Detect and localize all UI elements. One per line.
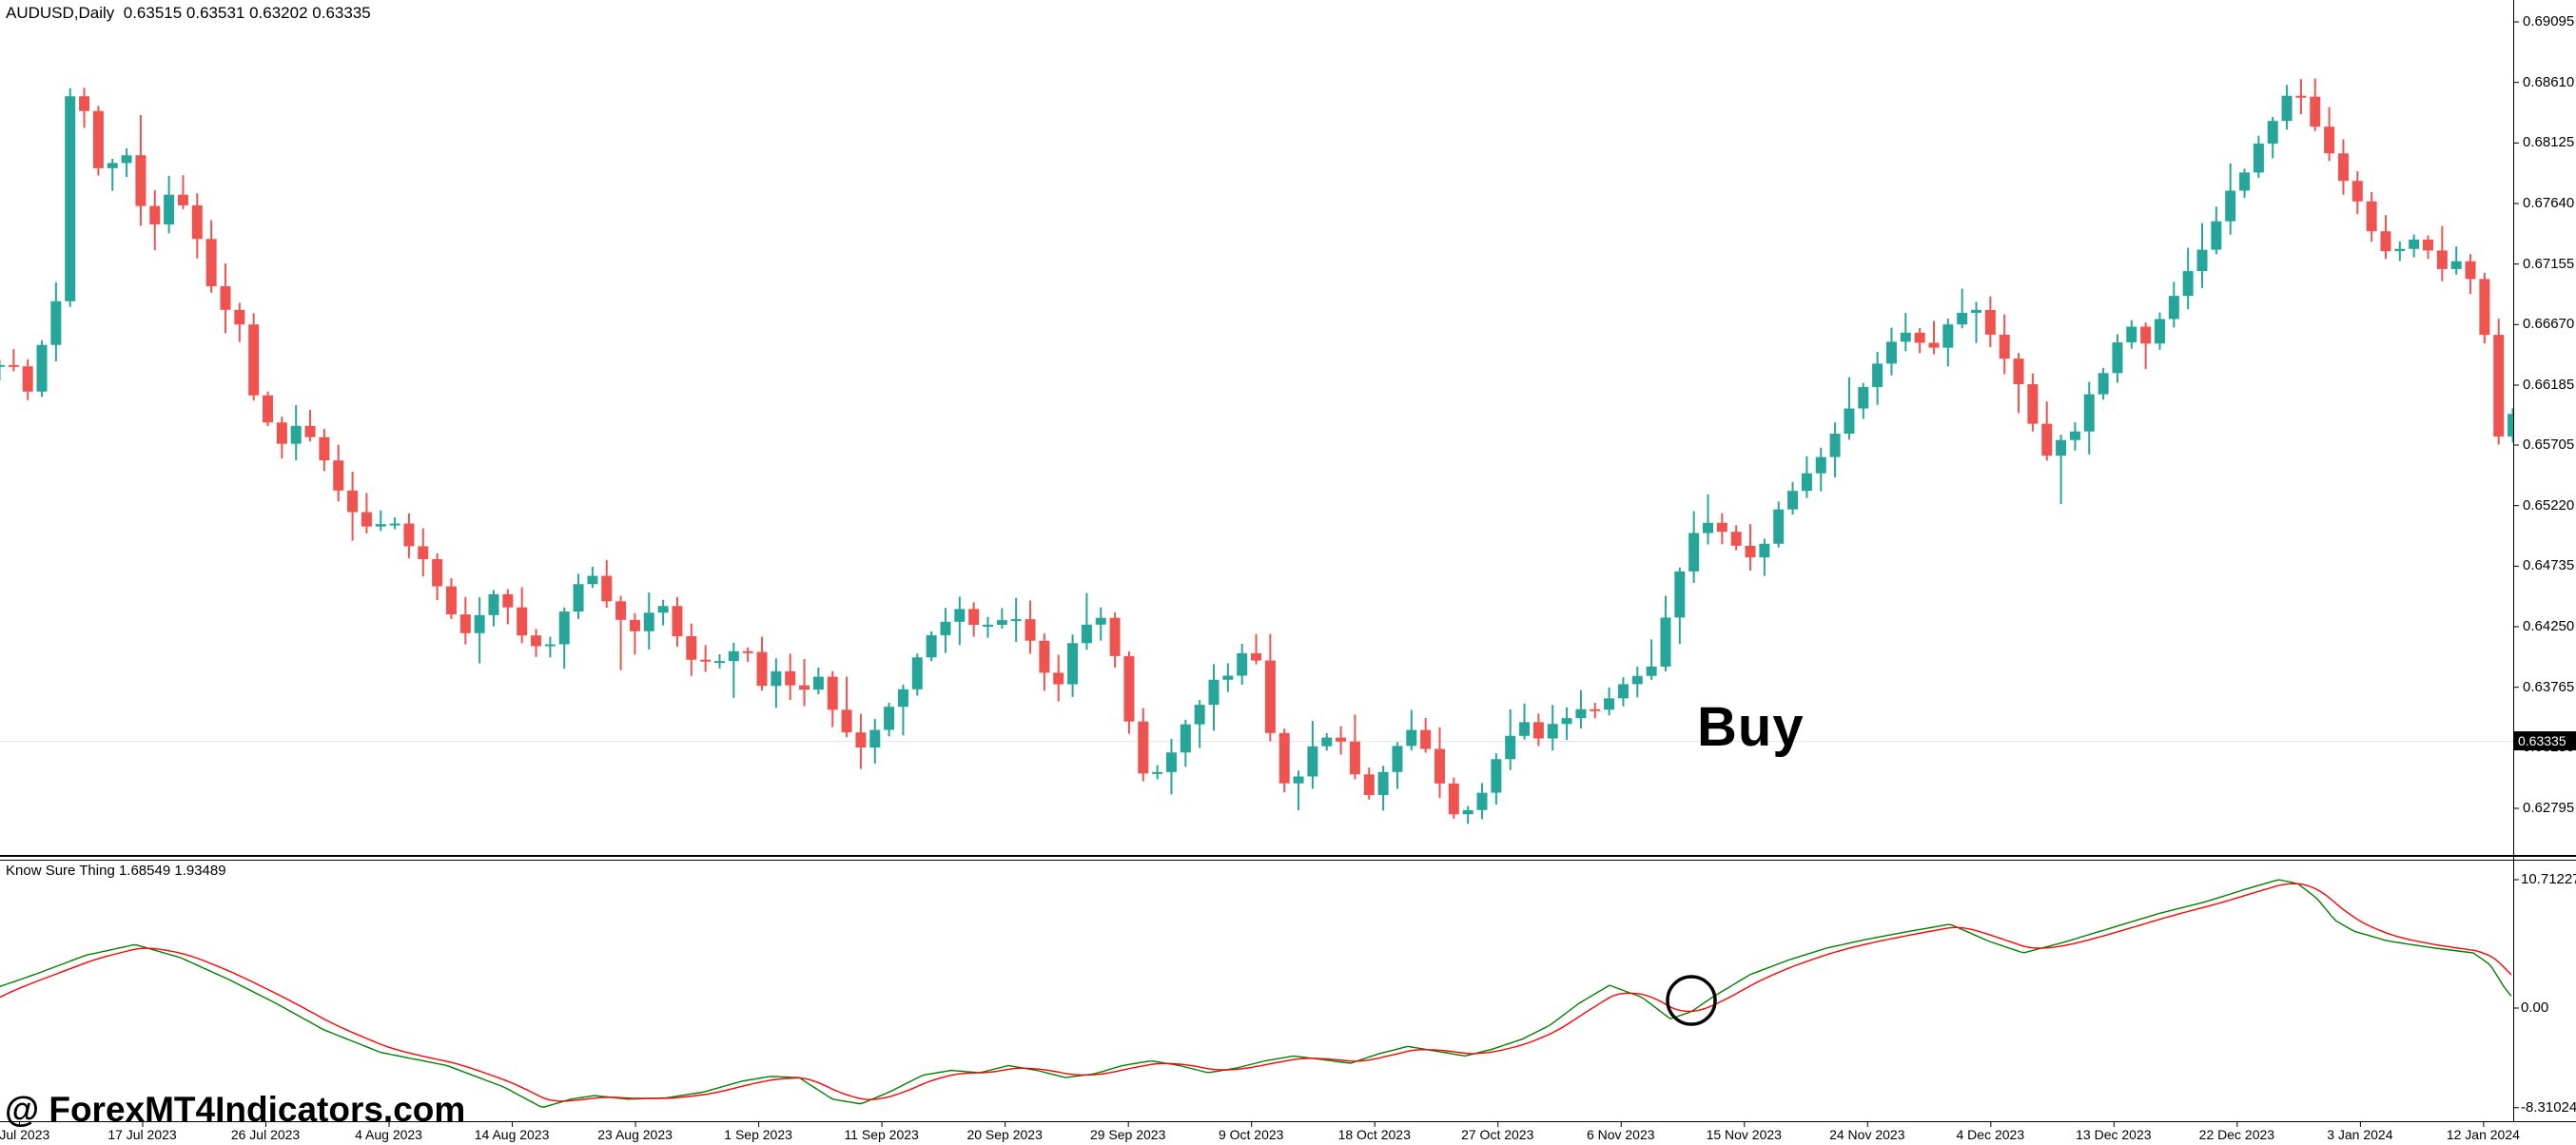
time-axis-label: 29 Sep 2023 xyxy=(1089,1127,1166,1142)
price-axis-label: 0.69095 xyxy=(2523,13,2575,29)
indicator-axis-label-max: 10.71227 xyxy=(2521,871,2576,887)
time-axis-label: 26 Jul 2023 xyxy=(230,1127,301,1142)
time-axis-label: 18 Oct 2023 xyxy=(1337,1127,1411,1142)
price-axis-label: 0.66185 xyxy=(2523,376,2575,393)
price-axis-label: 0.68610 xyxy=(2523,73,2575,90)
price-axis-label: 0.62795 xyxy=(2523,800,2575,816)
time-axis-label: 6 Nov 2023 xyxy=(1586,1127,1655,1142)
time-axis-label: 12 Jan 2024 xyxy=(2446,1127,2520,1142)
price-axis-label: 0.65705 xyxy=(2523,437,2575,453)
price-axis-label: 0.64735 xyxy=(2523,557,2575,574)
time-axis-label: 9 Oct 2023 xyxy=(1218,1127,1284,1142)
bid-line xyxy=(0,741,2513,743)
time-axis-label: 4 Aug 2023 xyxy=(355,1127,422,1142)
price-axis-label: 0.66670 xyxy=(2523,316,2575,333)
time-axis-label: 3 Jan 2024 xyxy=(2327,1127,2393,1142)
time-axis-label: 1 Sep 2023 xyxy=(724,1127,792,1142)
price-axis-label: 0.64250 xyxy=(2523,618,2575,634)
indicator-axis-label-zero: 0.00 xyxy=(2521,999,2549,1016)
time-axis-label: 4 Dec 2023 xyxy=(1956,1127,2025,1142)
signal-circle-annotation xyxy=(1666,975,1717,1026)
price-axis-label: 0.68125 xyxy=(2523,134,2575,151)
time-axis-label: 17 Jul 2023 xyxy=(107,1127,177,1142)
time-axis-label: 14 Aug 2023 xyxy=(474,1127,550,1142)
buy-annotation: Buy xyxy=(1697,696,1805,758)
kst-lines-group xyxy=(0,879,2512,1108)
price-axis-label: 0.63765 xyxy=(2523,678,2575,695)
time-axis-label: 24 Nov 2023 xyxy=(1829,1127,1905,1142)
price-axis-label: 0.65220 xyxy=(2523,496,2575,514)
time-axis-label: 22 Dec 2023 xyxy=(2198,1127,2275,1142)
current-price-tag: 0.63335 xyxy=(2514,731,2576,750)
kst-signal-line xyxy=(0,883,2512,1102)
time-axis-label: 15 Nov 2023 xyxy=(1706,1127,1782,1142)
time-axis-label: 27 Oct 2023 xyxy=(1461,1127,1534,1142)
indicator-axis-label-min: -8.31024 xyxy=(2521,1098,2576,1116)
time-axis-label: 7 Jul 2023 xyxy=(0,1127,50,1142)
candles-group xyxy=(0,78,2513,825)
price-axis-label: 0.67155 xyxy=(2523,255,2575,272)
kst-line xyxy=(0,879,2512,1108)
chart-symbol-ohlc-title: AUDUSD,Daily 0.63515 0.63531 0.63202 0.6… xyxy=(6,4,371,22)
time-axis-label: 11 Sep 2023 xyxy=(844,1127,919,1142)
time-axis-label: 13 Dec 2023 xyxy=(2076,1127,2152,1142)
time-axis-label: 23 Aug 2023 xyxy=(597,1127,673,1142)
price-axis-label: 0.67640 xyxy=(2523,194,2575,211)
time-axis-label: 20 Sep 2023 xyxy=(966,1127,1043,1142)
indicator-title: Know Sure Thing 1.68549 1.93489 xyxy=(6,863,226,879)
watermark: @ ForexMT4Indicators.com xyxy=(5,1090,466,1129)
